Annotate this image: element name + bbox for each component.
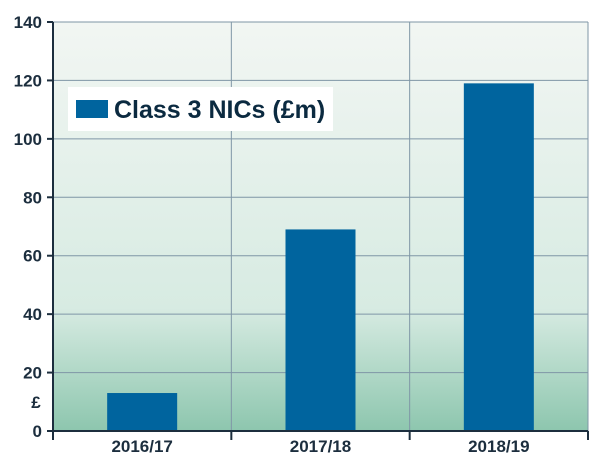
axes — [47, 21, 589, 440]
y-tick-labels: 0 20 40 60 80 100 120 140 — [14, 13, 42, 441]
legend-box — [68, 87, 333, 131]
y-tick-label: 20 — [23, 364, 42, 383]
y-unit-label: £ — [31, 393, 41, 412]
bar — [463, 83, 534, 431]
y-tick-label: 60 — [23, 247, 42, 266]
bar — [107, 393, 178, 431]
bar — [285, 229, 356, 431]
legend-label: Class 3 NICs (£m) — [114, 96, 325, 124]
y-tick-label: 120 — [14, 71, 42, 90]
x-tick-label: 2016/17 — [111, 437, 172, 456]
bars — [107, 83, 534, 431]
y-tick-label: 140 — [14, 13, 42, 32]
x-tick-label: 2017/18 — [290, 437, 351, 456]
y-tick-label: 80 — [23, 188, 42, 207]
y-tick-label: 40 — [23, 305, 42, 324]
legend: Class 3 NICs (£m) — [68, 87, 333, 131]
y-tick-label: 0 — [33, 422, 42, 441]
x-tick-labels: 2016/17 2017/18 2018/19 — [111, 437, 529, 456]
legend-swatch — [76, 100, 108, 118]
x-tick-label: 2018/19 — [468, 437, 529, 456]
y-tick-label: 100 — [14, 130, 42, 149]
